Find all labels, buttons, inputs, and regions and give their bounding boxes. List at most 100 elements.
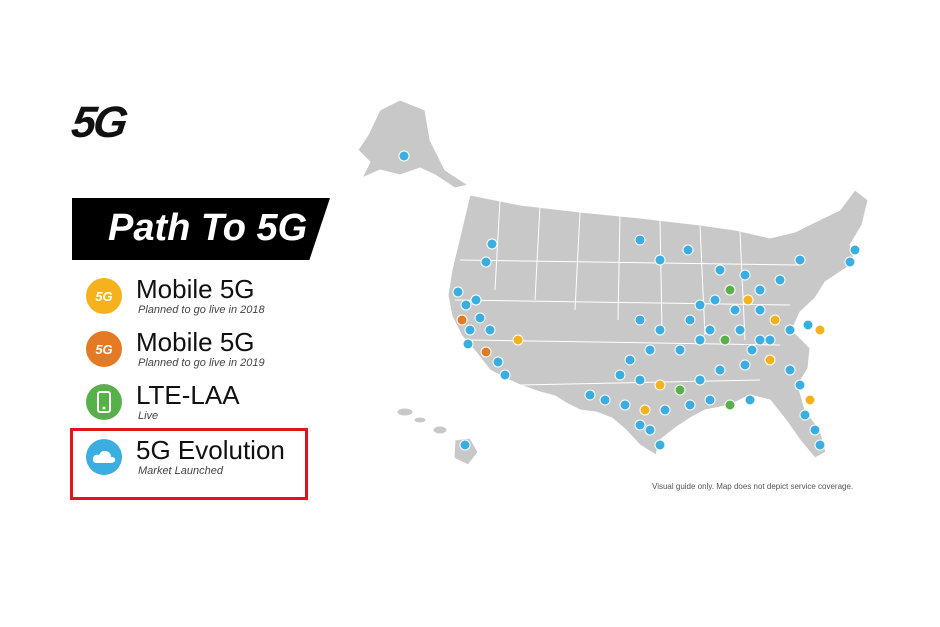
city-marker-icon [684, 314, 696, 326]
city-marker-icon [764, 354, 776, 366]
city-marker-icon [754, 334, 766, 346]
city-marker-icon [764, 334, 776, 346]
city-marker-icon [809, 424, 821, 436]
city-marker-icon [634, 374, 646, 386]
legend-item-mobile-5g-2018: 5G Mobile 5G Planned to go live in 2018 [86, 272, 316, 320]
city-marker-icon [729, 304, 741, 316]
legend-title: Mobile 5G [136, 327, 255, 357]
city-marker-icon [644, 344, 656, 356]
city-marker-icon [639, 404, 651, 416]
legend-title: 5G Evolution [136, 435, 285, 465]
city-marker-icon [492, 356, 504, 368]
map-disclaimer: Visual guide only. Map does not depict s… [652, 482, 854, 491]
city-marker-icon [704, 394, 716, 406]
mobile-5g-2018-icon: 5G [86, 278, 122, 314]
city-marker-icon [746, 344, 758, 356]
city-marker-icon [719, 334, 731, 346]
city-marker-icon [456, 314, 468, 326]
city-marker-icon [398, 150, 410, 162]
city-marker-icon [634, 419, 646, 431]
city-markers [398, 150, 861, 451]
city-marker-icon [744, 394, 756, 406]
city-marker-icon [784, 324, 796, 336]
hawaii-shape [432, 425, 448, 435]
city-marker-icon [464, 324, 476, 336]
highlight-box [70, 428, 308, 500]
cloud-icon [86, 439, 122, 475]
city-marker-icon [654, 379, 666, 391]
city-marker-icon [754, 304, 766, 316]
city-marker-icon [484, 324, 496, 336]
city-marker-icon [659, 404, 671, 416]
city-marker-icon [654, 254, 666, 266]
city-marker-icon [634, 234, 646, 246]
city-marker-icon [739, 269, 751, 281]
legend-item-lte-laa: LTE-LAA Live [86, 378, 316, 426]
city-marker-icon [754, 284, 766, 296]
legend-subtitle: Planned to go live in 2018 [138, 304, 265, 316]
city-marker-icon [499, 369, 511, 381]
state-borders [454, 199, 801, 386]
city-marker-icon [682, 244, 694, 256]
city-marker-icon [804, 394, 816, 406]
city-marker-icon [644, 424, 656, 436]
legend-subtitle: Live [138, 410, 159, 422]
city-marker-icon [624, 354, 636, 366]
city-marker-icon [470, 294, 482, 306]
city-marker-icon [486, 238, 498, 250]
city-marker-icon [734, 324, 746, 336]
us-map-land [357, 99, 869, 466]
city-marker-icon [844, 256, 856, 268]
city-marker-icon [794, 379, 806, 391]
city-marker-icon [619, 399, 631, 411]
city-marker-icon [614, 369, 626, 381]
city-marker-icon [814, 324, 826, 336]
city-marker-icon [480, 346, 492, 358]
city-marker-icon [459, 439, 471, 451]
city-marker-icon [480, 256, 492, 268]
city-marker-icon [709, 294, 721, 306]
city-marker-icon [739, 359, 751, 371]
city-marker-icon [599, 394, 611, 406]
city-marker-icon [674, 344, 686, 356]
city-marker-icon [742, 294, 754, 306]
banner-title: Path To 5G [108, 207, 308, 249]
legend-subtitle: Market Launched [138, 465, 223, 477]
city-marker-icon [462, 338, 474, 350]
hawaii-shape [396, 407, 414, 417]
city-marker-icon [784, 364, 796, 376]
city-marker-icon [512, 334, 524, 346]
city-marker-icon [724, 399, 736, 411]
city-marker-icon [802, 319, 814, 331]
city-marker-icon [474, 312, 486, 324]
city-marker-icon [460, 299, 472, 311]
city-marker-icon [799, 409, 811, 421]
city-marker-icon [704, 324, 716, 336]
city-marker-icon [714, 364, 726, 376]
legend-title: LTE-LAA [136, 380, 240, 410]
city-marker-icon [694, 334, 706, 346]
city-marker-icon [684, 399, 696, 411]
legend-item-mobile-5g-2019: 5G Mobile 5G Planned to go live in 2019 [86, 325, 316, 373]
city-marker-icon [724, 284, 736, 296]
city-marker-icon [654, 439, 666, 451]
city-marker-icon [714, 264, 726, 276]
city-marker-icon [849, 244, 861, 256]
city-marker-icon [634, 314, 646, 326]
legend-item-5g-evolution: 5G Evolution Market Launched [86, 433, 316, 481]
phone-icon [86, 384, 122, 420]
legend-title: Mobile 5G [136, 274, 255, 304]
city-marker-icon [769, 314, 781, 326]
5g-logo: 5G [68, 98, 129, 147]
alaska-shape [357, 99, 470, 189]
mobile-5g-2019-icon: 5G [86, 331, 122, 367]
city-marker-icon [674, 384, 686, 396]
city-marker-icon [694, 299, 706, 311]
hawaii-shape [413, 416, 427, 424]
city-marker-icon [794, 254, 806, 266]
city-marker-icon [584, 389, 596, 401]
city-marker-icon [694, 374, 706, 386]
city-marker-icon [774, 274, 786, 286]
city-marker-icon [814, 439, 826, 451]
